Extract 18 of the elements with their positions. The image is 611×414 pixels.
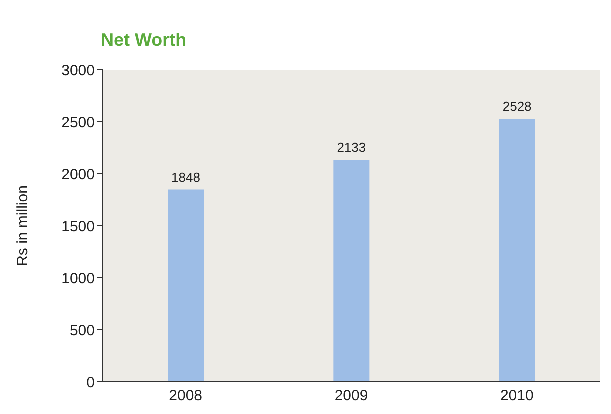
x-tick-label: 2009	[334, 388, 368, 405]
y-tick-label: 3000	[62, 62, 95, 80]
y-tick-label: 500	[70, 322, 95, 340]
bar	[334, 160, 370, 382]
bar	[499, 119, 536, 382]
y-tick-label: 2000	[62, 166, 95, 184]
chart-title: Net Worth	[101, 30, 187, 51]
y-tick-label: 0	[86, 374, 95, 392]
data-label: 1848	[172, 170, 200, 185]
y-axis-title: Rs in million	[14, 186, 32, 266]
y-tick-label: 1000	[62, 270, 95, 288]
x-tick-label: 2008	[169, 388, 203, 405]
x-tick-label: 2010	[500, 388, 534, 405]
data-label: 2528	[502, 99, 532, 114]
data-label: 2133	[337, 140, 366, 156]
y-tick-label: 2500	[62, 114, 95, 132]
bar	[168, 190, 204, 382]
y-tick-label: 1500	[62, 218, 95, 236]
